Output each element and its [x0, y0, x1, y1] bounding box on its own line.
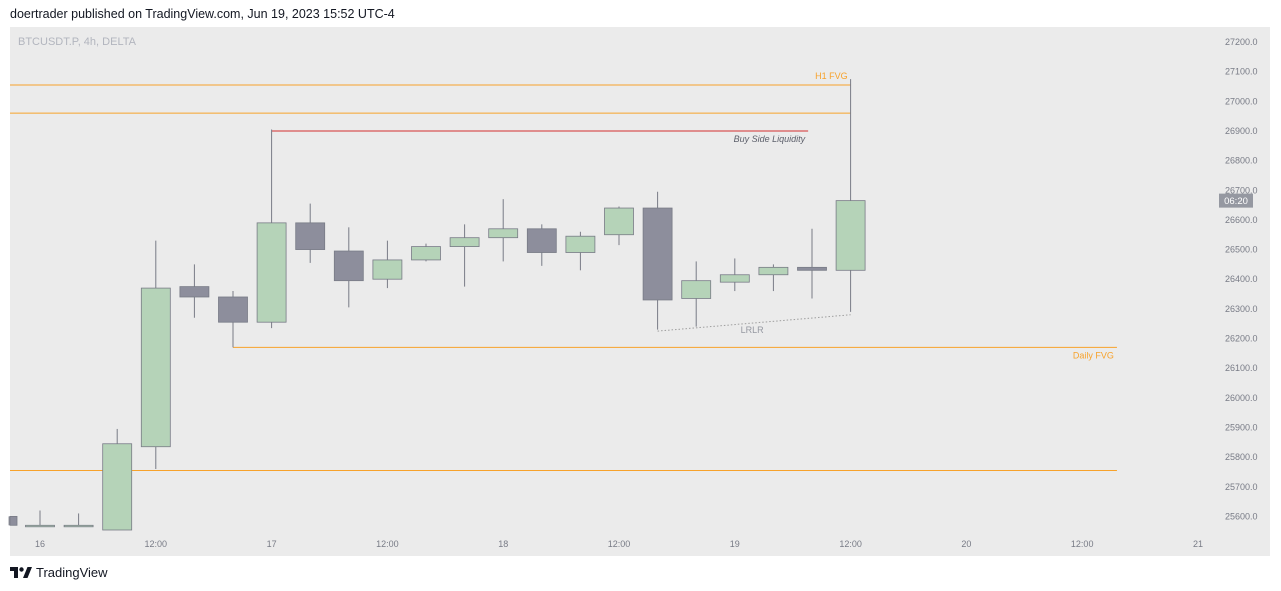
price-tick-label: 26000.0 [1225, 393, 1258, 403]
countdown-text: 06:20 [1224, 196, 1248, 207]
bullish-candle [488, 228, 519, 239]
bullish-candle [565, 235, 596, 253]
price-tick-label: 26700.0 [1225, 185, 1258, 195]
price-tick-label: 26600.0 [1225, 215, 1258, 225]
price-tick-label: 26500.0 [1225, 245, 1258, 255]
bearish-candle [9, 516, 18, 526]
time-tick-label: 17 [267, 539, 277, 549]
bearish-candle [295, 222, 326, 250]
price-tick-label: 27100.0 [1225, 67, 1258, 77]
time-tick-label: 21 [1193, 539, 1203, 549]
price-tick-label: 26800.0 [1225, 156, 1258, 166]
price-tick-label: 27200.0 [1225, 37, 1258, 47]
lrlr-line [657, 314, 851, 332]
bullish-candle [604, 207, 634, 236]
bullish-candle [256, 222, 287, 323]
bearish-candle [642, 207, 673, 301]
candles-layer [8, 79, 866, 531]
time-tick-label: 16 [35, 539, 45, 549]
bullish-candle [835, 200, 866, 271]
bearish-candle [797, 266, 827, 271]
price-tick-label: 26400.0 [1225, 274, 1258, 284]
price-tick-label: 25600.0 [1225, 511, 1258, 521]
price-tick-label: 25900.0 [1225, 422, 1258, 432]
plot-background [10, 27, 1270, 556]
daily-fvg-label: Daily FVG [1073, 350, 1114, 360]
price-tick-label: 26100.0 [1225, 363, 1258, 373]
bullish-candle [25, 524, 55, 528]
bullish-candle [411, 246, 441, 261]
levels-layer: H1 FVG Buy Side Liquidity Daily FVG LRLR [10, 71, 1117, 471]
countdown-badge [1219, 193, 1253, 208]
bearish-candle [179, 286, 210, 298]
price-axis[interactable]: 27200.0 27100.0 27000.0 26900.0 26800.0 26700… [1219, 37, 1258, 521]
bearish-candle [333, 250, 364, 282]
h1-fvg-top-label: H1 FVG [815, 71, 848, 81]
price-tick-label: 26900.0 [1225, 126, 1258, 136]
bullish-candle [681, 280, 712, 299]
time-tick-label: 12:00 [1071, 539, 1094, 549]
bullish-candle [140, 287, 171, 448]
bullish-candle [372, 259, 403, 280]
time-tick-label: 12:00 [376, 539, 399, 549]
lrlr-label: LRLR [741, 325, 765, 335]
symbol-label: BTCUSDT.P, 4h, DELTA [18, 36, 137, 48]
bullish-candle [449, 237, 480, 247]
time-tick-label: 20 [961, 539, 971, 549]
time-tick-label: 18 [498, 539, 508, 549]
tradingview-footer[interactable]: TradingView [10, 565, 108, 580]
publish-header: doertrader published on TradingView.com,… [10, 7, 395, 21]
bearish-candle [218, 296, 248, 323]
bullish-candle [102, 443, 133, 531]
price-tick-label: 26200.0 [1225, 334, 1258, 344]
time-axis[interactable]: 16 12:00 17 12:00 18 12:00 19 12:00 20 12:00 21 [35, 539, 1203, 549]
buy-side-liquidity-label: Buy Side Liquidity [734, 134, 806, 144]
price-tick-label: 25700.0 [1225, 482, 1258, 492]
time-tick-label: 12:00 [608, 539, 631, 549]
bullish-candle [758, 266, 789, 276]
bearish-candle [526, 228, 557, 253]
bullish-candle [63, 524, 94, 528]
price-tick-label: 26300.0 [1225, 304, 1258, 314]
tradingview-brand-text: TradingView [36, 565, 108, 580]
time-tick-label: 12:00 [145, 539, 168, 549]
bullish-candle [719, 274, 750, 283]
time-tick-label: 12:00 [839, 539, 862, 549]
time-tick-label: 19 [730, 539, 740, 549]
price-tick-label: 27000.0 [1225, 96, 1258, 106]
price-tick-label: 25800.0 [1225, 452, 1258, 462]
tradingview-logo-icon [10, 566, 32, 578]
